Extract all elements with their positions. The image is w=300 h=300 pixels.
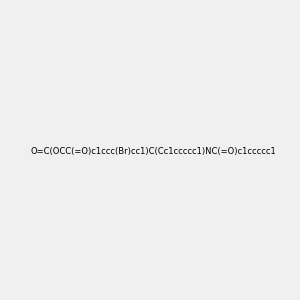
Text: O=C(OCC(=O)c1ccc(Br)cc1)C(Cc1ccccc1)NC(=O)c1ccccc1: O=C(OCC(=O)c1ccc(Br)cc1)C(Cc1ccccc1)NC(=…	[31, 147, 277, 156]
